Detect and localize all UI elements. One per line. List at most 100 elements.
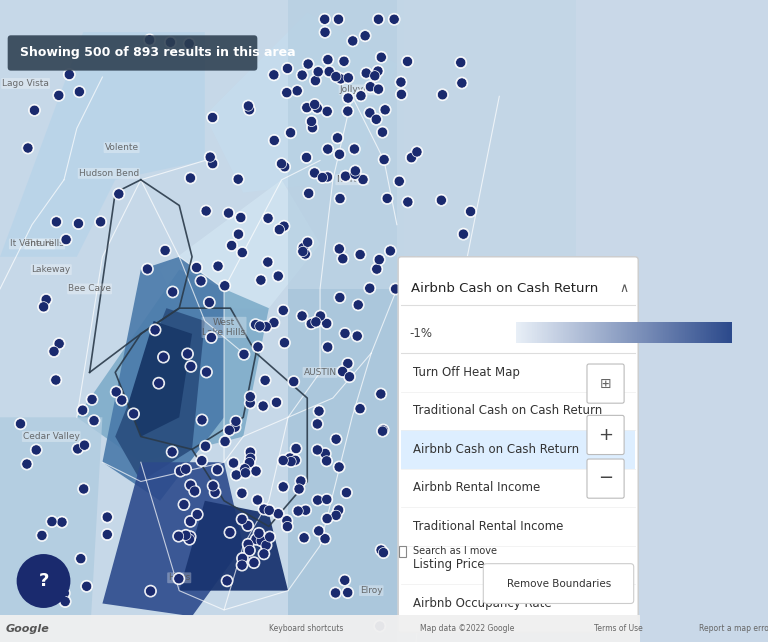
Circle shape — [260, 375, 270, 385]
Circle shape — [313, 526, 324, 536]
Circle shape — [283, 64, 293, 74]
Circle shape — [351, 329, 363, 342]
Circle shape — [344, 372, 355, 382]
Circle shape — [284, 126, 297, 139]
Circle shape — [174, 531, 184, 541]
Circle shape — [458, 263, 472, 275]
Circle shape — [180, 464, 191, 474]
Circle shape — [280, 162, 290, 172]
Circle shape — [373, 620, 386, 632]
Circle shape — [250, 320, 260, 330]
Circle shape — [183, 349, 193, 359]
Circle shape — [382, 193, 392, 204]
Circle shape — [365, 108, 375, 118]
Circle shape — [298, 247, 308, 257]
Circle shape — [236, 513, 249, 526]
Circle shape — [336, 74, 346, 84]
Circle shape — [236, 552, 249, 565]
Circle shape — [296, 69, 309, 82]
Circle shape — [334, 244, 344, 254]
Circle shape — [286, 128, 296, 138]
Circle shape — [294, 484, 304, 494]
Circle shape — [78, 405, 88, 415]
Circle shape — [251, 534, 261, 544]
Circle shape — [144, 35, 154, 45]
Circle shape — [49, 374, 62, 386]
Text: Search as I move: Search as I move — [413, 546, 497, 557]
Circle shape — [343, 358, 353, 369]
Circle shape — [102, 512, 112, 522]
Text: Map data ©2022 Google: Map data ©2022 Google — [420, 624, 515, 633]
Circle shape — [72, 217, 84, 230]
Circle shape — [281, 520, 294, 533]
Circle shape — [243, 521, 253, 531]
Circle shape — [278, 305, 288, 315]
Circle shape — [343, 73, 353, 83]
Circle shape — [271, 397, 282, 408]
Circle shape — [159, 244, 171, 257]
Circle shape — [302, 58, 315, 71]
Circle shape — [375, 621, 385, 631]
Circle shape — [232, 228, 245, 241]
Circle shape — [354, 248, 366, 261]
Text: Airbnb Cash on Cash Return: Airbnb Cash on Cash Return — [411, 282, 598, 295]
Circle shape — [429, 343, 439, 354]
Circle shape — [243, 544, 256, 557]
Circle shape — [245, 392, 256, 402]
Circle shape — [115, 394, 128, 406]
Circle shape — [273, 508, 283, 519]
Circle shape — [35, 529, 48, 542]
Circle shape — [422, 444, 434, 457]
Circle shape — [47, 516, 57, 526]
Circle shape — [223, 208, 233, 218]
Text: Traditional Cash on Cash Return: Traditional Cash on Cash Return — [413, 404, 602, 417]
Circle shape — [211, 464, 223, 476]
Circle shape — [361, 68, 372, 78]
Circle shape — [311, 444, 324, 456]
Circle shape — [323, 342, 333, 352]
Circle shape — [330, 588, 341, 598]
Circle shape — [95, 216, 106, 227]
Circle shape — [174, 573, 184, 584]
Text: Google: Google — [5, 623, 49, 634]
FancyBboxPatch shape — [483, 564, 634, 603]
Circle shape — [333, 243, 346, 256]
Circle shape — [78, 438, 91, 451]
Circle shape — [396, 77, 406, 87]
Circle shape — [74, 552, 88, 565]
Circle shape — [283, 451, 296, 464]
Circle shape — [296, 476, 306, 486]
Circle shape — [184, 39, 194, 49]
Circle shape — [386, 246, 396, 256]
Circle shape — [426, 309, 439, 322]
Circle shape — [332, 13, 345, 26]
Polygon shape — [102, 462, 243, 616]
Circle shape — [333, 133, 343, 143]
Circle shape — [204, 297, 214, 308]
Circle shape — [224, 425, 234, 435]
Circle shape — [365, 283, 375, 293]
Circle shape — [335, 292, 345, 302]
Circle shape — [289, 454, 302, 467]
Circle shape — [177, 498, 190, 511]
Circle shape — [203, 296, 216, 309]
Circle shape — [320, 317, 333, 330]
Circle shape — [244, 457, 254, 467]
Circle shape — [201, 206, 211, 216]
Circle shape — [259, 504, 269, 514]
Circle shape — [290, 455, 300, 465]
Circle shape — [349, 164, 362, 177]
Text: Bee Cave: Bee Cave — [68, 284, 111, 293]
Text: Report a map error: Report a map error — [699, 624, 768, 633]
Circle shape — [329, 433, 343, 446]
Circle shape — [285, 453, 295, 463]
Circle shape — [280, 86, 293, 99]
Circle shape — [275, 157, 288, 170]
Circle shape — [199, 440, 212, 453]
Circle shape — [307, 123, 318, 133]
Text: ∧: ∧ — [619, 282, 628, 295]
Circle shape — [356, 91, 366, 101]
Circle shape — [117, 395, 127, 405]
Text: Remove Boundaries: Remove Boundaries — [507, 578, 611, 589]
Circle shape — [256, 275, 266, 285]
